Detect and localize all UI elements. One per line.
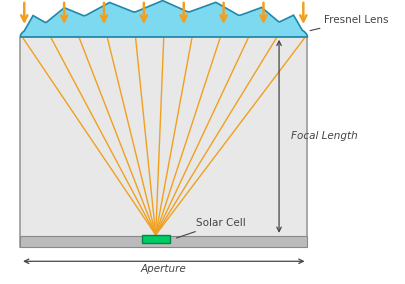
Polygon shape <box>20 1 307 37</box>
Bar <box>20 37 307 247</box>
Text: Solar Cell: Solar Cell <box>176 218 245 238</box>
Bar <box>141 235 169 243</box>
Text: Fresnel Lens: Fresnel Lens <box>309 15 387 31</box>
Bar <box>20 236 307 247</box>
Text: Aperture: Aperture <box>141 264 186 274</box>
Text: Focal Length: Focal Length <box>290 131 357 141</box>
